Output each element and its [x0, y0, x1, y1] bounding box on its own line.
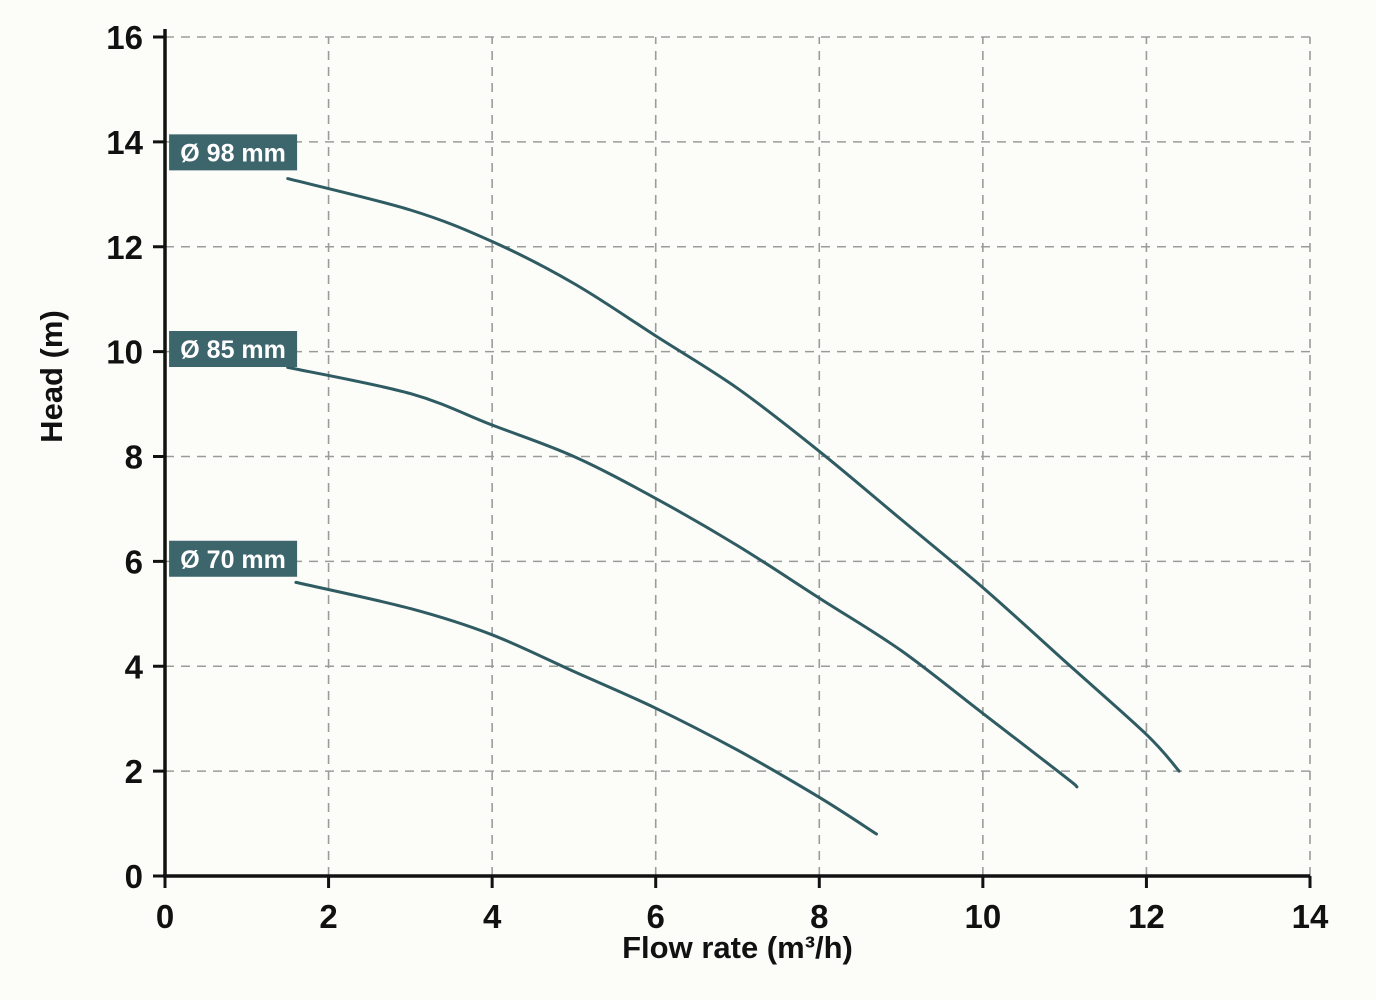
y-tick-label: 16: [106, 19, 143, 56]
x-tick-label: 0: [156, 898, 174, 935]
y-tick-label: 14: [106, 124, 143, 161]
x-tick-label: 6: [647, 898, 665, 935]
y-tick-label: 0: [125, 858, 143, 895]
curve-70mm: [294, 580, 878, 836]
curve-label-text: Ø 85 mm: [180, 336, 286, 364]
x-tick-label: 8: [810, 898, 828, 935]
y-tick-label: 2: [125, 753, 143, 790]
series-85mm: Ø 85 mm: [169, 331, 1079, 789]
x-tick-label: 10: [964, 898, 1001, 935]
grid-lines: [165, 36, 1311, 876]
curve-label-box: [169, 331, 298, 368]
series-70mm: Ø 70 mm: [169, 540, 878, 836]
axes: 0 2 4 6 8 10 12 14 0 2 4 6 8 10 12 14 16: [106, 19, 1329, 935]
y-tick-label: 4: [125, 648, 144, 685]
curve-98mm: [286, 177, 1181, 773]
series-98mm: Ø 98 mm: [169, 134, 1181, 773]
y-axis-label: Head (m): [34, 310, 69, 443]
y-tick-label: 6: [125, 543, 143, 580]
y-tick-label: 8: [125, 439, 143, 476]
x-tick-label: 4: [483, 898, 502, 935]
curve-label-box: [169, 134, 298, 171]
y-tick-label: 12: [106, 229, 143, 266]
curve-label-text: Ø 98 mm: [180, 139, 286, 167]
curve-label-box: [169, 540, 298, 577]
x-tick-label: 14: [1292, 898, 1329, 935]
x-tick-label: 12: [1128, 898, 1165, 935]
curve-85mm: [286, 365, 1079, 789]
curve-label-text: Ø 70 mm: [180, 546, 286, 574]
y-tick-label: 10: [106, 334, 143, 371]
x-axis-label: Flow rate (m³/h): [622, 930, 853, 965]
x-tick-label: 2: [319, 898, 337, 935]
